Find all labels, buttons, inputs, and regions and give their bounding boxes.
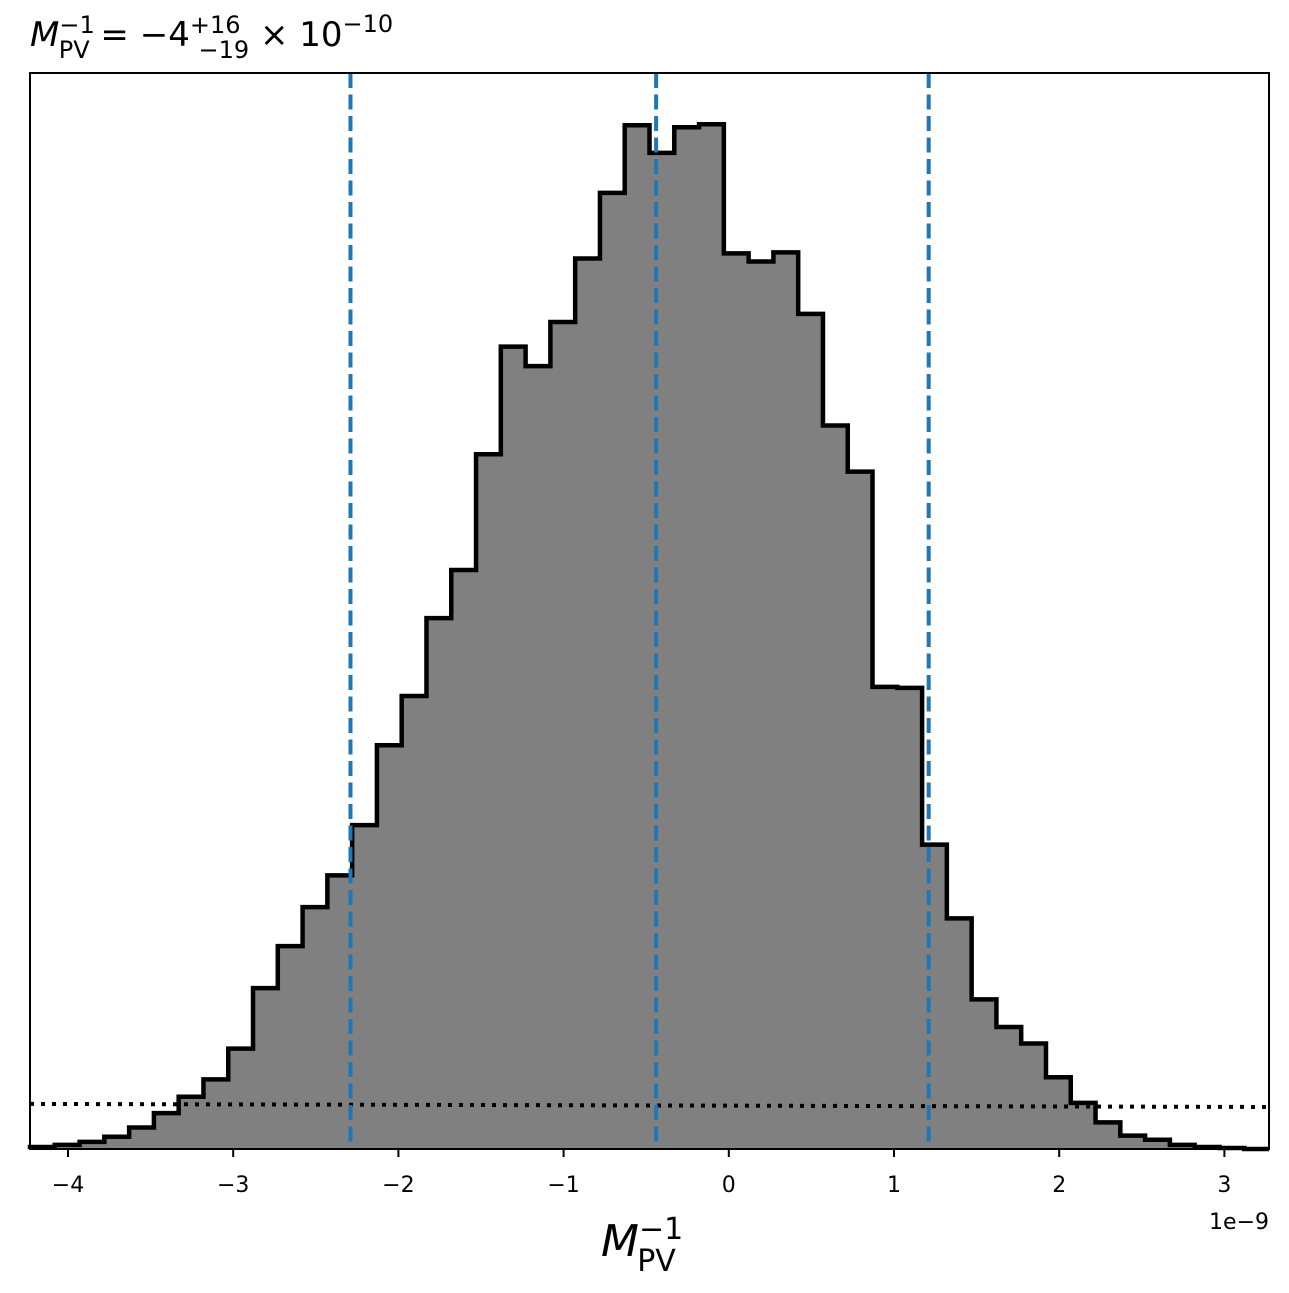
histogram-bar <box>699 124 725 1150</box>
histogram-bar <box>922 844 948 1149</box>
histogram-bar <box>129 1127 155 1149</box>
x-tick-label: −3 <box>217 1173 249 1198</box>
histogram-bar <box>550 322 576 1149</box>
histogram-bar <box>624 125 650 1149</box>
x-axis-ticks: −4 −3 −2 −1 0 1 2 3 <box>52 1149 1231 1198</box>
histogram-bar <box>748 261 774 1150</box>
x-tick-label: −2 <box>382 1173 414 1198</box>
histogram-bar <box>773 252 799 1150</box>
histogram-bar <box>228 1048 254 1149</box>
histogram-bar <box>1145 1139 1171 1149</box>
histogram-bar <box>203 1079 229 1149</box>
x-tick-label: −1 <box>547 1173 579 1198</box>
histogram-bar <box>500 346 527 1149</box>
histogram-bar <box>277 946 304 1149</box>
histogram-outline <box>27 121 1269 1152</box>
x-axis-label: M−1 PV <box>601 1212 683 1279</box>
x-tick-label: −4 <box>52 1173 84 1198</box>
histogram-bar <box>451 570 477 1149</box>
histogram-bar <box>575 258 601 1149</box>
histogram-bar <box>178 1096 204 1149</box>
histogram-bars <box>27 121 1269 1152</box>
histogram-bar <box>847 471 874 1149</box>
histogram-bar <box>79 1141 105 1149</box>
histogram-bar <box>401 696 427 1149</box>
histogram-bar <box>723 253 750 1149</box>
chart-title: M−1 PV = −4+16 −19 × 10−10 <box>30 10 393 64</box>
quantile-lines <box>348 73 931 1149</box>
histogram-bar <box>798 313 824 1149</box>
histogram-bar <box>253 988 279 1149</box>
histogram-bar <box>352 825 378 1149</box>
histogram-bar <box>376 745 403 1149</box>
histogram-bar <box>649 152 675 1150</box>
histogram-bar <box>674 127 700 1149</box>
x-tick-label: 1 <box>887 1173 901 1198</box>
histogram-bar <box>1095 1122 1121 1149</box>
x-tick-label: 3 <box>1217 1173 1231 1198</box>
histogram-bar <box>302 907 328 1149</box>
histogram-bar <box>971 999 997 1149</box>
histogram-bar <box>897 687 923 1149</box>
histogram-bar <box>946 918 973 1149</box>
axes-frame <box>29 72 1270 1150</box>
histogram-bar <box>822 425 849 1150</box>
histogram-bar <box>1070 1102 1097 1149</box>
x-tick-label: 0 <box>722 1173 736 1198</box>
histogram-bar <box>104 1136 130 1149</box>
histogram-bar <box>1045 1077 1072 1149</box>
x-tick-label: 2 <box>1052 1173 1066 1198</box>
x-axis-offset-text: 1e−9 <box>1209 1210 1269 1235</box>
histogram-bar <box>872 686 898 1149</box>
histogram-bar <box>476 454 502 1149</box>
histogram-bar <box>996 1027 1022 1149</box>
histogram-bar <box>153 1113 180 1149</box>
histogram-bar <box>426 618 452 1149</box>
histogram-bar <box>1120 1135 1146 1149</box>
prior-line-group <box>29 1101 1270 1109</box>
histogram-bar <box>1021 1043 1047 1149</box>
prior-dotted-line <box>29 1101 1270 1109</box>
histogram-bar <box>525 366 551 1149</box>
histogram-bar <box>599 192 626 1149</box>
